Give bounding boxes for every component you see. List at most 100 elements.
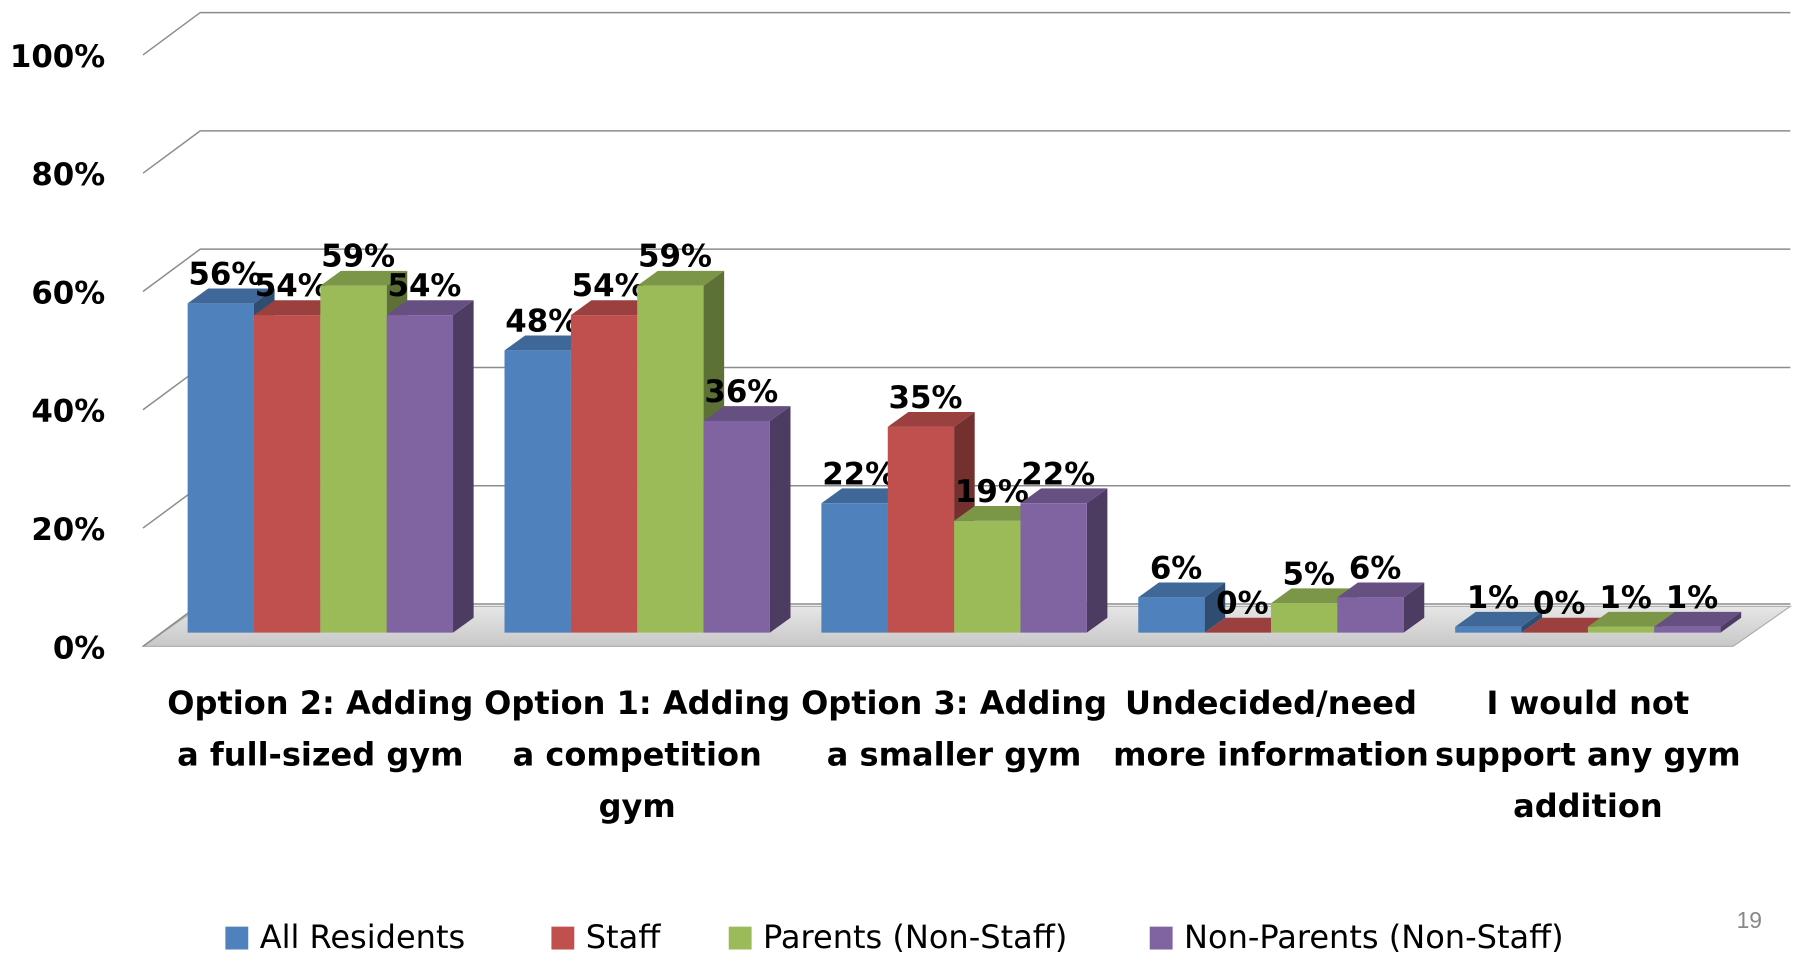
bar-front — [570, 315, 638, 633]
bar-top — [1455, 611, 1543, 627]
x-tick-label: Option 3: Adding a smaller gym — [801, 684, 1108, 774]
data-label: 6% — [1349, 550, 1401, 586]
data-label: 1% — [1666, 580, 1718, 616]
data-label: 48% — [505, 303, 579, 339]
bar-front — [187, 303, 254, 633]
bar-side — [1720, 611, 1742, 633]
bar-side — [1521, 611, 1543, 633]
legend-label: All Residents — [260, 918, 466, 956]
bar-top — [1654, 611, 1742, 627]
bar-side — [1204, 582, 1226, 633]
legend-label: Parents (Non-Staff) — [763, 918, 1067, 956]
bar-front — [1337, 597, 1404, 633]
y-tick-label: 60% — [31, 275, 105, 311]
data-label: 36% — [704, 374, 778, 410]
grid-line — [142, 248, 1791, 293]
y-tick-label: 0% — [53, 630, 105, 666]
y-tick-label: 40% — [31, 394, 105, 430]
data-label: 54% — [572, 268, 646, 304]
data-label: 1% — [1467, 580, 1519, 616]
bar-front — [320, 285, 387, 633]
bar-top — [1138, 582, 1226, 598]
x-tick-label: Option 2: Adding a full-sized gym — [167, 684, 474, 774]
bar — [1654, 611, 1742, 633]
data-label: 0% — [1533, 586, 1585, 622]
x-tick-label-box: Option 3: Adding a smaller gym — [801, 684, 1108, 774]
data-label: 0% — [1216, 586, 1268, 622]
bar — [1204, 617, 1292, 633]
data-label: 59% — [638, 239, 712, 275]
bar — [1337, 582, 1425, 633]
data-label: 6% — [1150, 550, 1202, 586]
bar-front — [504, 350, 571, 633]
page-number: 19 — [1737, 907, 1762, 933]
x-tick-label: Option 1: Adding a competition gym — [484, 684, 791, 825]
bar-top — [1337, 582, 1425, 598]
legend-label: Staff — [586, 918, 661, 956]
plot: 19 0%20%40%60%80%100%56%54%59%54%Option … — [10, 11, 1793, 956]
data-label: 35% — [889, 380, 963, 416]
bar-top — [570, 300, 658, 316]
data-label: 59% — [321, 239, 395, 275]
data-label: 22% — [1021, 456, 1095, 492]
bar-side — [453, 300, 474, 633]
bar-front — [1020, 503, 1087, 633]
grid-line — [142, 130, 1791, 174]
data-label: 5% — [1283, 556, 1335, 592]
x-tick-label-box: Undecided/need more information — [1113, 684, 1429, 774]
bar-front — [637, 285, 704, 633]
grid-line — [142, 11, 1791, 56]
bar-top — [320, 270, 408, 286]
bar-front — [703, 420, 770, 633]
bar-side — [769, 406, 791, 633]
bar-front — [1138, 597, 1205, 633]
x-tick-label-box: Option 1: Adding a competition gym — [484, 684, 791, 825]
bar-top — [637, 270, 725, 286]
bar-top — [703, 406, 791, 421]
bar — [1020, 488, 1108, 633]
bar-front — [887, 426, 955, 633]
y-tick-label: 100% — [10, 39, 105, 75]
bar-top — [253, 300, 341, 316]
data-label: 22% — [822, 456, 896, 492]
bar-front — [1587, 626, 1655, 633]
bar-top — [504, 335, 592, 351]
bar-front — [386, 315, 454, 633]
legend-swatch — [225, 926, 249, 950]
y-tick-label: 20% — [31, 512, 105, 548]
bar — [386, 300, 474, 633]
legend-swatch — [551, 926, 575, 950]
data-label: 54% — [255, 268, 329, 304]
bar-top — [386, 300, 474, 316]
bar-front — [954, 520, 1021, 633]
x-tick-label: Undecided/need more information — [1113, 684, 1429, 774]
bar-top — [821, 488, 909, 504]
bar-front — [253, 315, 321, 633]
bar — [703, 406, 791, 633]
data-label: 54% — [387, 268, 461, 304]
legend-swatch — [728, 926, 752, 950]
bar — [1521, 617, 1609, 633]
bar — [187, 288, 275, 633]
bar-top — [1270, 588, 1358, 604]
bar — [1455, 611, 1543, 633]
bar-top — [887, 411, 975, 427]
bar-top — [187, 288, 275, 304]
data-label: 19% — [955, 474, 1029, 510]
bar-front — [1654, 626, 1721, 633]
bar-side — [1403, 582, 1425, 633]
bar-top — [1020, 488, 1108, 504]
y-tick-label: 80% — [31, 157, 105, 193]
bar-top — [1204, 617, 1292, 633]
x-tick-label-box: Option 2: Adding a full-sized gym — [167, 684, 474, 774]
legend-swatch — [1149, 926, 1173, 950]
data-label: 1% — [1599, 580, 1651, 616]
bar-side — [1086, 488, 1108, 633]
legend-label: Non-Parents (Non-Staff) — [1184, 918, 1564, 956]
x-tick-label-box: I would not support any gym addition — [1435, 684, 1741, 825]
x-tick-label: I would not support any gym addition — [1435, 684, 1741, 825]
bar-front — [1270, 603, 1338, 633]
bar-top — [1521, 617, 1609, 633]
bar — [1138, 582, 1226, 633]
